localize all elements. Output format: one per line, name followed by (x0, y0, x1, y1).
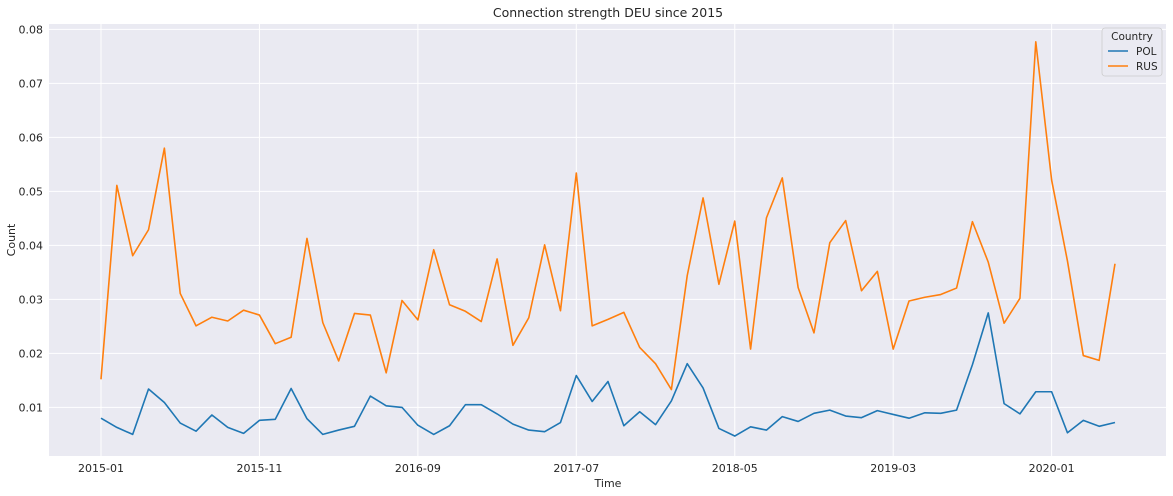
y-axis-ticks: 0.01 0.02 0.03 0.04 0.05 0.06 0.07 0.08 (19, 23, 44, 414)
y-tick-label: 0.08 (19, 23, 44, 36)
y-tick-label: 0.07 (19, 77, 44, 90)
grid-lines (49, 24, 1166, 456)
x-tick-label: 2017-07 (553, 462, 599, 475)
x-tick-label: 2020-01 (1029, 462, 1075, 475)
plot-area (49, 24, 1166, 456)
series-line-rus (100, 41, 1116, 391)
x-tick-label: 2016-09 (395, 462, 441, 475)
x-axis-ticks: 2015-01 2015-11 2016-09 2017-07 2018-05 2019-… (78, 462, 1075, 475)
legend-box (1101, 27, 1163, 77)
legend-label-pol: POL (1136, 46, 1157, 58)
x-tick-label: 2019-03 (870, 462, 916, 475)
x-tick-label: 2015-01 (78, 462, 124, 475)
y-tick-label: 0.06 (19, 131, 44, 144)
y-tick-label: 0.03 (19, 293, 44, 306)
series-line-pol (100, 312, 1116, 437)
y-axis-title: Count (5, 223, 18, 256)
y-tick-label: 0.02 (19, 347, 44, 360)
series-lines (100, 41, 1116, 437)
legend-label-rus: RUS (1136, 61, 1158, 73)
x-axis-title: Time (594, 477, 622, 490)
chart-title: Connection strength DEU since 2015 (493, 5, 723, 20)
x-tick-label: 2015-11 (236, 462, 282, 475)
y-tick-label: 0.01 (19, 401, 44, 414)
y-tick-label: 0.05 (19, 185, 44, 198)
legend-title: Country (1111, 31, 1153, 43)
legend: Country POL RUS (1101, 27, 1163, 77)
x-tick-label: 2018-05 (712, 462, 758, 475)
y-tick-label: 0.04 (19, 239, 44, 252)
